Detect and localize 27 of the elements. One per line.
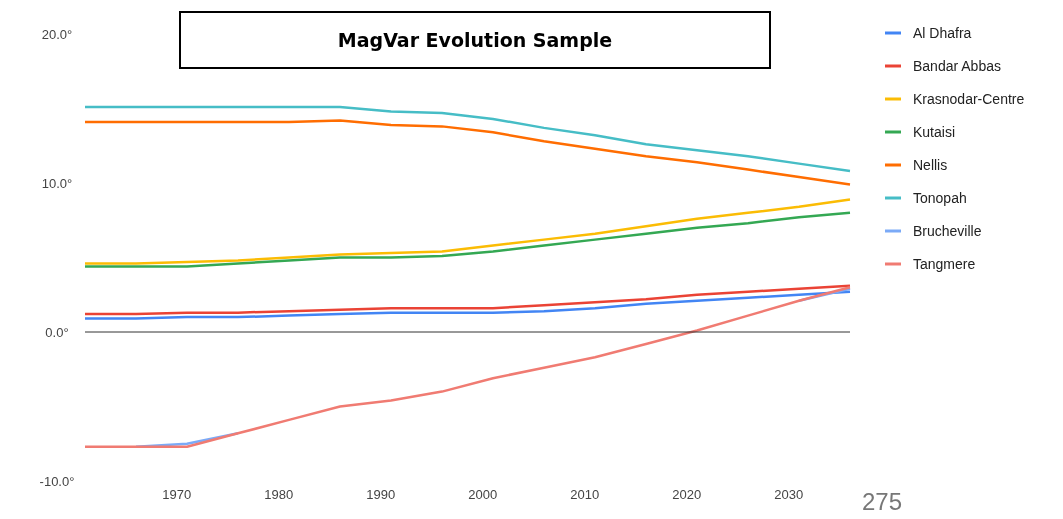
- legend-label: Brucheville: [913, 222, 982, 239]
- chart-title: MagVar Evolution Sample: [337, 29, 613, 51]
- line-series: [83, 284, 852, 316]
- legend-label: Nellis: [913, 156, 948, 173]
- legend-label: Tangmere: [913, 255, 976, 272]
- line-series: [83, 198, 852, 265]
- y-tick-label: 0.0°: [45, 324, 69, 340]
- legend-label: Tonopah: [913, 189, 967, 206]
- line-series: [83, 119, 852, 186]
- line-series: [83, 211, 852, 268]
- legend-label: Krasnodar-Centre: [913, 90, 1025, 107]
- x-tick-label: 1970: [162, 487, 192, 502]
- x-tick-label: 2030: [774, 487, 804, 502]
- x-tick-label: 2010: [570, 487, 600, 502]
- x-tick-label: 1980: [264, 487, 294, 502]
- legend-label: Al Dhafra: [913, 24, 972, 41]
- y-tick-label: -10.0°: [39, 473, 75, 489]
- legend-label: Kutaisi: [913, 123, 956, 140]
- x-tick-label: 1990: [366, 487, 396, 502]
- x-tick-label: 2000: [468, 487, 498, 502]
- line-series: [83, 290, 852, 320]
- line-series: [83, 105, 852, 173]
- y-tick-label: 10.0°: [41, 175, 73, 191]
- x-tick-label: 2020: [672, 487, 702, 502]
- text: 275: [861, 488, 903, 515]
- legend-label: Bandar Abbas: [913, 57, 1001, 74]
- y-tick-label: 20.0°: [41, 26, 73, 42]
